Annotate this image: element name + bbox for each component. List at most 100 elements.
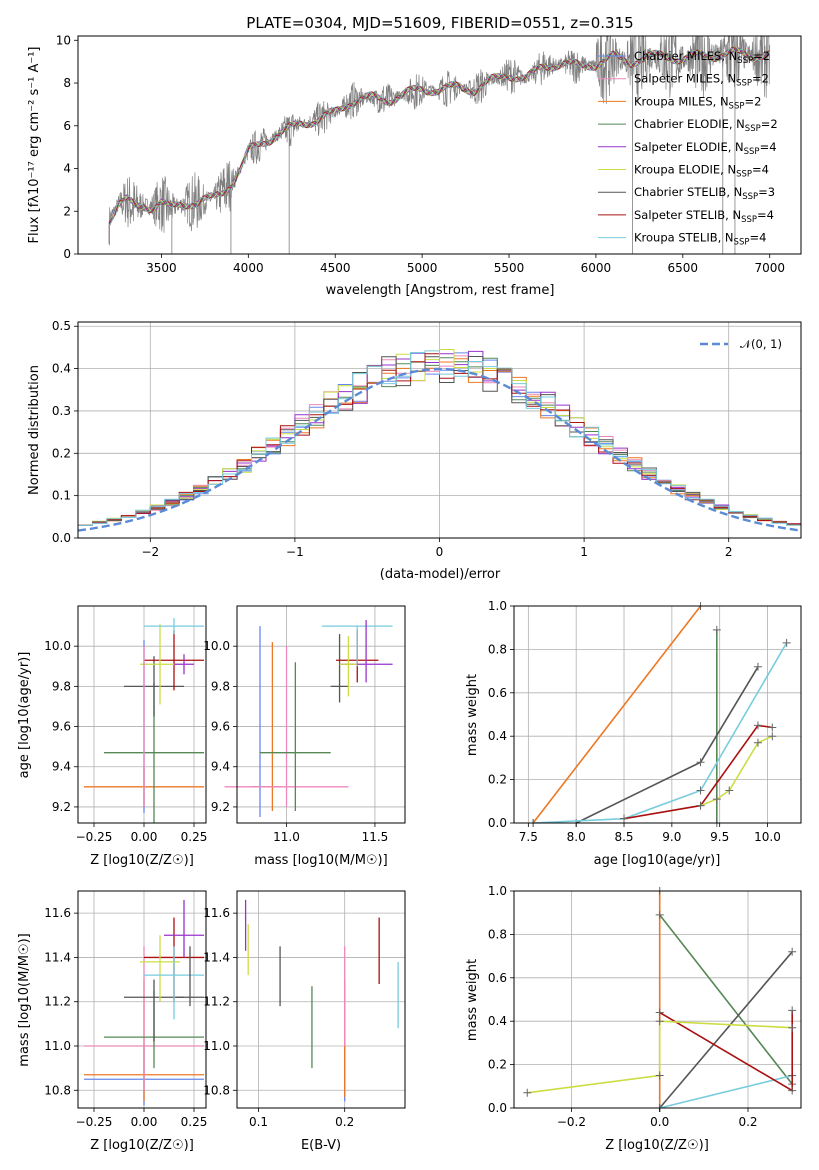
x-tick-label: 1 xyxy=(580,545,588,559)
y-tick-label: 9.6 xyxy=(52,720,71,734)
x-tick-label: 10.0 xyxy=(754,830,781,844)
y-tick-label: 0.0 xyxy=(52,531,71,545)
y-tick-label: 0.0 xyxy=(488,816,507,830)
axes-5 xyxy=(78,891,206,1108)
y-tick-label: 10.0 xyxy=(203,639,230,653)
y-tick-label: 0.2 xyxy=(52,446,71,460)
legend-label-sub: SSP xyxy=(736,79,752,89)
legend-label-suffix: =2 xyxy=(761,117,778,131)
x-tick-label: 0.25 xyxy=(181,830,208,844)
y-tick-label: 11.0 xyxy=(44,1039,71,1053)
x-tick-label: 7000 xyxy=(754,261,785,275)
legend-label: 𝒩(0, 1) xyxy=(740,337,782,351)
mass-weight-line xyxy=(533,642,788,824)
x-axis-label: (data-model)/error xyxy=(380,567,501,582)
y-tick-label: 11.6 xyxy=(44,906,71,920)
legend-label-text: Chabrier STELIB, N xyxy=(634,185,742,199)
x-axis-label: Z [log10(Z/Z☉)] xyxy=(605,1138,709,1153)
mass-weight-line xyxy=(575,666,759,824)
y-tick-label: 0.2 xyxy=(488,773,507,787)
mass-weight-marker xyxy=(655,1008,664,1017)
legend-label: Salpeter STELIB, NSSP=4 xyxy=(634,208,774,225)
legend-label-suffix: =4 xyxy=(749,231,766,245)
axes-3 xyxy=(224,606,405,823)
model-spectrum-line xyxy=(108,47,770,244)
mass-weight-line xyxy=(623,724,773,820)
mass-weight-marker xyxy=(696,801,705,810)
y-tick-label: 9.8 xyxy=(52,679,71,693)
mass-weight-marker xyxy=(768,732,777,741)
x-tick-label: 4000 xyxy=(233,261,264,275)
x-tick-label: 0.00 xyxy=(131,1115,158,1129)
observed-spectrum-line xyxy=(108,34,770,246)
y-axis-label: age [log10(age/yr)] xyxy=(17,652,32,779)
y-tick-label: 9.6 xyxy=(211,720,230,734)
legend-label-sub: SSP xyxy=(729,101,745,111)
x-tick-label: 0.1 xyxy=(249,1115,268,1129)
x-tick-label: 0 xyxy=(436,545,444,559)
gaussian-curve xyxy=(77,367,802,532)
legend-label-text: Kroupa MILES, N xyxy=(634,94,729,108)
legend-label-suffix: =4 xyxy=(760,140,777,154)
mass-weight-marker xyxy=(523,1088,532,1097)
legend-label-suffix: =4 xyxy=(752,163,769,177)
y-tick-label: 0.8 xyxy=(488,927,507,941)
x-tick-label: 0.2 xyxy=(335,1115,354,1129)
y-axis-label: mass weight xyxy=(465,674,480,756)
y-tick-label: 0.4 xyxy=(52,362,71,376)
x-axis-label: mass [log10(M/M☉)] xyxy=(254,853,387,868)
legend-label-sub: SSP xyxy=(734,238,750,248)
y-tick-label: 10.0 xyxy=(44,639,71,653)
axes-0 xyxy=(108,34,770,254)
mass-weight-line xyxy=(532,605,702,824)
mass-weight-marker xyxy=(712,625,721,634)
y-tick-label: 10.8 xyxy=(44,1083,71,1097)
x-tick-label: 9.0 xyxy=(662,830,681,844)
legend-label: Kroupa STELIB, NSSP=4 xyxy=(634,231,766,248)
y-tick-label: 4 xyxy=(63,162,71,176)
x-tick-label: 8.0 xyxy=(567,830,586,844)
mass-weight-marker xyxy=(696,786,705,795)
y-tick-label: 11.6 xyxy=(203,906,230,920)
legend-label: Chabrier ELODIE, NSSP=2 xyxy=(634,117,778,134)
y-axis-label: mass weight xyxy=(465,959,480,1041)
x-tick-label: 11.0 xyxy=(273,830,300,844)
mass-weight-line xyxy=(527,1020,793,1094)
y-axis-label: Flux [fλ10⁻¹⁷ erg cm⁻² s⁻¹ A⁻¹] xyxy=(27,47,42,244)
x-tick-label: 9.5 xyxy=(710,830,729,844)
mass-weight-marker xyxy=(753,662,762,671)
legend-label-sub: SSP xyxy=(744,147,760,157)
mass-weight-marker xyxy=(753,738,762,747)
x-tick-label: 11.5 xyxy=(362,830,389,844)
axes-frame xyxy=(513,890,802,1109)
y-tick-label: 0.2 xyxy=(488,1058,507,1072)
axes-frame xyxy=(513,605,802,824)
legend-label-suffix: =4 xyxy=(757,208,774,222)
y-tick-label: 0.1 xyxy=(52,489,71,503)
y-axis-label: Normed distribution xyxy=(27,365,42,495)
y-tick-label: 0.0 xyxy=(488,1101,507,1115)
x-tick-label: 0.0 xyxy=(650,1115,669,1129)
legend-label: Chabrier MILES, NSSP=2 xyxy=(634,49,770,66)
y-tick-label: 11.2 xyxy=(44,995,71,1009)
x-tick-label: 0.25 xyxy=(181,1115,208,1129)
x-tick-label: 5000 xyxy=(407,261,438,275)
y-tick-label: 11.4 xyxy=(203,950,230,964)
legend-label-suffix: =3 xyxy=(758,185,775,199)
x-tick-label: −0.25 xyxy=(76,1115,113,1129)
mass-weight-marker xyxy=(788,1086,797,1095)
legend-label: Salpeter ELODIE, NSSP=4 xyxy=(634,140,777,157)
y-tick-label: 0.6 xyxy=(488,686,507,700)
legend-label-text: Kroupa STELIB, N xyxy=(634,231,734,245)
mass-weight-line xyxy=(659,914,793,1085)
y-tick-label: 0.6 xyxy=(488,971,507,985)
y-tick-label: 2 xyxy=(63,204,71,218)
y-tick-label: 8 xyxy=(63,76,71,90)
y-tick-label: 0 xyxy=(63,247,71,261)
axes-7 xyxy=(514,887,801,1112)
x-tick-label: 5500 xyxy=(494,261,525,275)
y-tick-label: 11.0 xyxy=(203,1039,230,1053)
y-tick-label: 0.4 xyxy=(488,729,507,743)
y-tick-label: 9.4 xyxy=(211,760,230,774)
x-tick-label: 6000 xyxy=(581,261,612,275)
